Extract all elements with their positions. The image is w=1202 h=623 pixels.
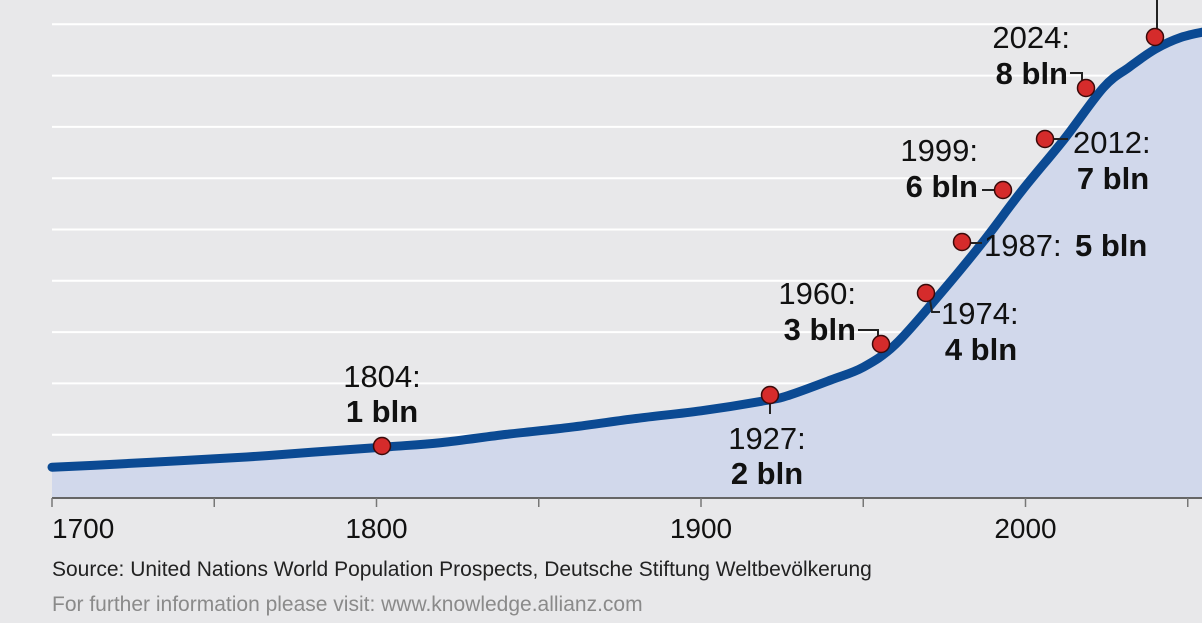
milestone-year-label: 1999: (900, 133, 978, 168)
x-tick-label: 1800 (345, 513, 407, 544)
milestone-marker (952, 232, 972, 252)
milestone-marker (1076, 78, 1096, 98)
milestone-marker (871, 334, 891, 354)
milestone-year-label: 2012: (1073, 125, 1151, 160)
milestone-value-label: 5 bln (1075, 228, 1147, 263)
source-note: Source: United Nations World Population … (52, 558, 872, 581)
grid-lines (52, 23, 1202, 436)
milestone-value-label: 2 bln (731, 456, 803, 491)
milestone-value-label: 8 bln (996, 56, 1068, 91)
milestone-marker (1035, 129, 1055, 149)
milestone-year-label: 2024: (992, 20, 1070, 55)
milestone-marker (993, 180, 1013, 200)
milestone-year-label: 1987: (984, 228, 1062, 263)
milestone-leader-line (929, 299, 940, 313)
milestone-value-label: 7 bln (1077, 161, 1149, 196)
population-area (52, 32, 1202, 497)
milestone-labels: 1804:1 bln 1927:2 bln 1960:3 bln 1974:4 bln… (343, 0, 1158, 491)
milestone-value-label: 1 bln (346, 394, 418, 429)
milestone-year-label: 1974: (941, 296, 1019, 331)
x-axis: 1700 1800 1900 2000 (51, 497, 1202, 544)
milestone-marker (760, 385, 780, 405)
milestone-marker (916, 283, 936, 303)
milestone-markers (372, 27, 1165, 456)
milestone-value-label: 6 bln (906, 169, 978, 204)
x-tick-label: 1700 (52, 513, 114, 544)
milestone-marker (372, 436, 392, 456)
population-line (47, 27, 1202, 472)
milestone-year-label: 1960: (778, 276, 856, 311)
info-link-text: For further information please visit: ww… (52, 593, 643, 616)
milestone-marker (1145, 27, 1165, 47)
milestone-year-label: 1804: (343, 359, 421, 394)
x-tick-label: 2000 (994, 513, 1056, 544)
x-tick-label: 1900 (670, 513, 732, 544)
chart-svg: 1700 1800 1900 2000 1804:1 bln 1927:2 bln 196… (47, 0, 1202, 544)
milestone-year-label: 1927: (728, 421, 806, 456)
milestone-value-label: 3 bln (784, 312, 856, 347)
milestone-value-label: 4 bln (945, 332, 1017, 367)
